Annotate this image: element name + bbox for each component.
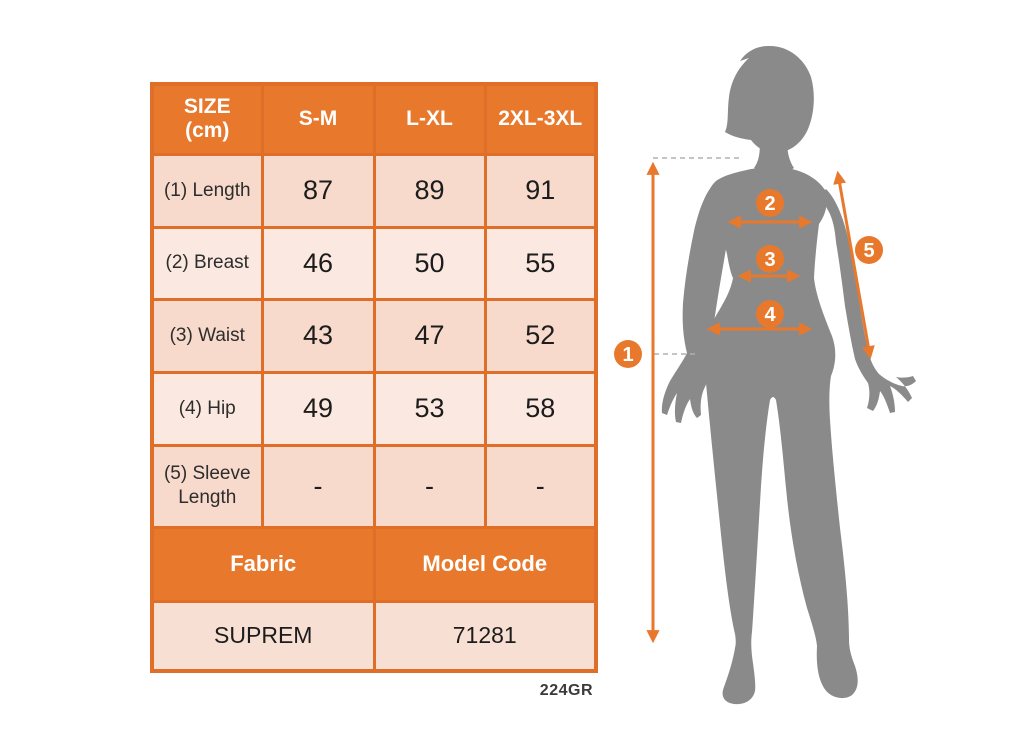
table-row-waist: (3) Waist 43 47 52 <box>150 297 598 374</box>
silhouette-head-hair <box>725 45 814 154</box>
hip-sm: 49 <box>260 370 376 447</box>
waist-sm: 43 <box>260 297 376 374</box>
header-col-sm: S-M <box>260 82 376 156</box>
length-sm: 87 <box>260 152 376 229</box>
size-table-header-row: SIZE (cm) S-M L-XL 2XL-3XL <box>150 82 598 156</box>
waist-2xl3xl: 52 <box>483 297 598 374</box>
measurement-badges: 1 2 3 4 5 <box>614 189 883 368</box>
breast-sm: 46 <box>260 225 376 301</box>
badge-5-sleeve: 5 <box>855 236 883 264</box>
header-size-line2: (cm) <box>185 119 230 143</box>
size-table: SIZE (cm) S-M L-XL 2XL-3XL (1) Length 87… <box>150 82 598 673</box>
table-row-sleeve: (5) Sleeve Length - - - <box>150 443 598 529</box>
header-size-line1: SIZE <box>183 95 231 119</box>
badge-5-number: 5 <box>863 240 874 262</box>
badge-1-number: 1 <box>622 344 633 366</box>
badge-2-breast: 2 <box>756 189 784 217</box>
reference-lines <box>653 157 739 355</box>
badge-5-circle <box>855 236 883 264</box>
badge-3-number: 3 <box>764 249 775 271</box>
length-2xl3xl: 91 <box>483 152 598 229</box>
row-label-sleeve: (5) Sleeve Length <box>150 443 264 529</box>
row-label-hip: (4) Hip <box>150 370 264 447</box>
badge-4-number: 4 <box>764 304 776 326</box>
silhouette-left-arm <box>661 181 728 423</box>
badge-1-length: 1 <box>614 340 642 368</box>
silhouette-neck <box>754 135 794 174</box>
body-measurement-diagram: 1 2 3 4 5 <box>614 45 916 705</box>
table-row-length: (1) Length 87 89 91 <box>150 152 598 229</box>
badge-3-circle <box>756 245 784 273</box>
model-code-header: Model Code <box>372 525 598 603</box>
breast-lxl: 50 <box>372 225 487 301</box>
badge-1-circle <box>614 340 642 368</box>
badge-3-waist: 3 <box>756 245 784 273</box>
fabric-value: SUPREM <box>150 599 376 673</box>
row-label-breast: (2) Breast <box>150 225 264 301</box>
hip-lxl: 53 <box>372 370 487 447</box>
sleeve-2xl3xl: - <box>483 443 598 529</box>
badge-4-hip: 4 <box>756 300 784 328</box>
hip-2xl3xl: 58 <box>483 370 598 447</box>
header-col-lxl: L-XL <box>372 82 487 156</box>
sleeve-sm: - <box>260 443 376 529</box>
model-code-value: 71281 <box>372 599 598 673</box>
row-label-length: (1) Length <box>150 152 264 229</box>
info-header-row: Fabric Model Code <box>150 525 598 603</box>
row-label-waist: (3) Waist <box>150 297 264 374</box>
header-col-2xl3xl: 2XL-3XL <box>483 82 598 156</box>
breast-2xl3xl: 55 <box>483 225 598 301</box>
badge-2-circle <box>756 189 784 217</box>
badge-4-circle <box>756 300 784 328</box>
table-row-hip: (4) Hip 49 53 58 <box>150 370 598 447</box>
size-table-section: SIZE (cm) S-M L-XL 2XL-3XL (1) Length 87… <box>150 82 598 700</box>
silhouette-torso-legs <box>702 166 858 705</box>
sleeve-lxl: - <box>372 443 487 529</box>
waist-lxl: 47 <box>372 297 487 374</box>
info-value-row: SUPREM 71281 <box>150 599 598 673</box>
table-row-breast: (2) Breast 46 50 55 <box>150 225 598 301</box>
weight-code-label: 224GR <box>539 682 593 699</box>
female-silhouette <box>661 45 916 705</box>
badge-2-number: 2 <box>764 193 775 215</box>
measurement-arrows <box>646 161 875 644</box>
length-lxl: 89 <box>372 152 487 229</box>
header-size-cm: SIZE (cm) <box>150 82 264 156</box>
silhouette-right-arm <box>823 189 916 413</box>
sleeve-arrow <box>833 170 875 360</box>
fabric-header: Fabric <box>150 525 376 603</box>
